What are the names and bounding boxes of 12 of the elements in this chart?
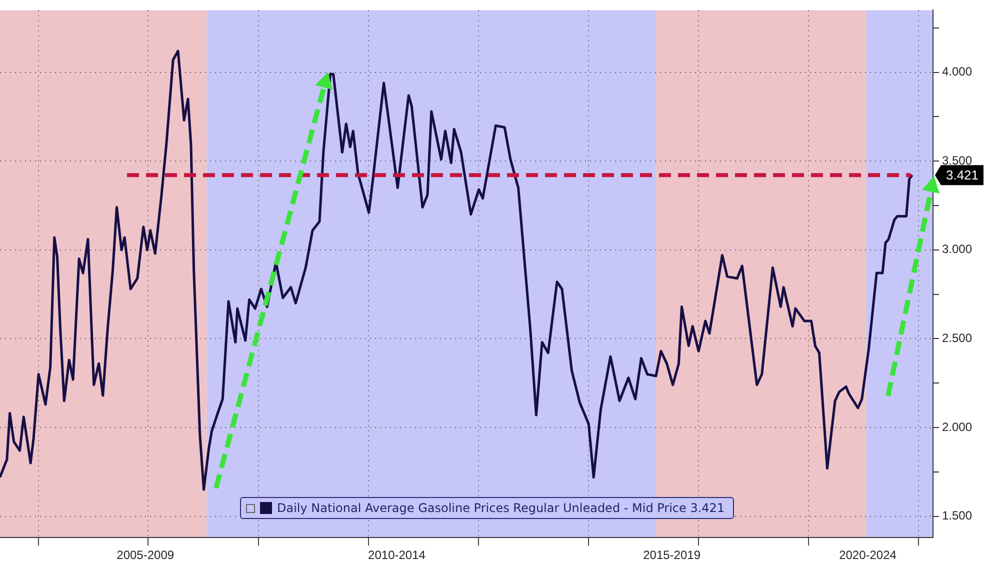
y-tick-label: 2.000 — [942, 420, 972, 434]
x-tick-label: 2020-2024 — [839, 548, 897, 562]
y-tick-label: 3.000 — [942, 242, 972, 256]
ref-line-label: 3.421 — [946, 168, 979, 183]
x-tick-label: 2005-2009 — [116, 548, 174, 562]
x-tick-label: 2015-2019 — [643, 548, 701, 562]
y-tick-label: 3.500 — [942, 153, 972, 168]
y-tick-label: 1.500 — [942, 508, 972, 523]
x-tick-label: 2010-2014 — [368, 548, 426, 562]
y-tick-label: 4.000 — [942, 64, 972, 79]
legend-label: Daily National Average Gasoline Prices Regular Unleaded - Mid Price 3.421 — [277, 501, 725, 515]
y-tick-label: 2.500 — [942, 331, 972, 346]
